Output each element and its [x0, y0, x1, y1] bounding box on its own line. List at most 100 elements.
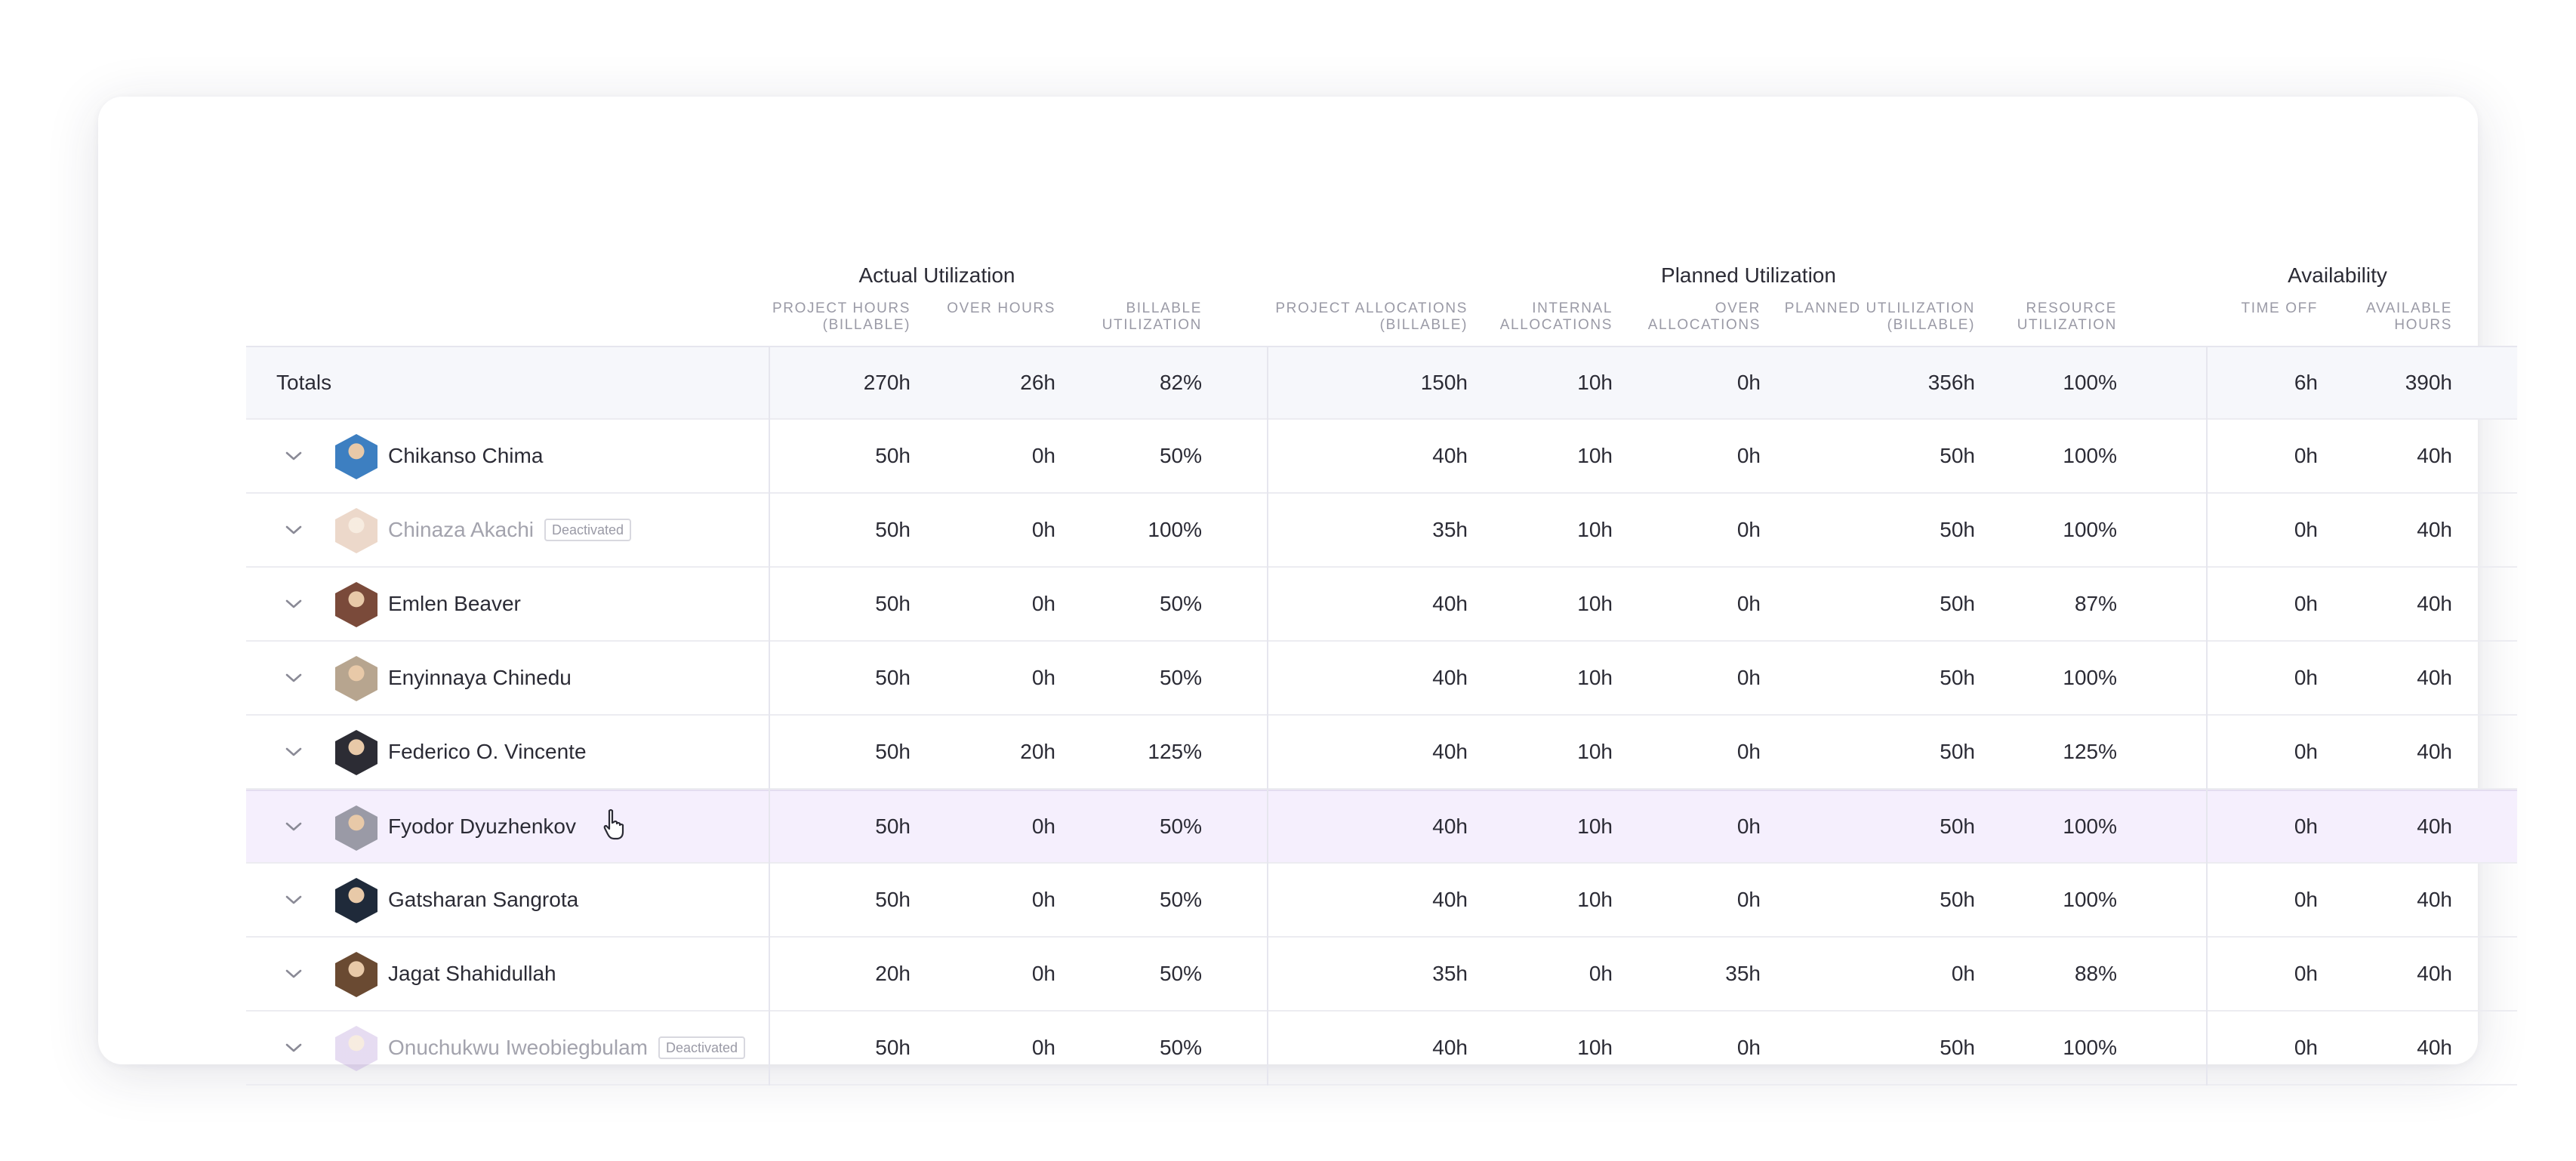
cell-project-allocations: 35h	[1432, 962, 1468, 985]
column-header-line: (BILLABLE)	[822, 317, 911, 333]
cell-resource-utilization: 87%	[2074, 592, 2117, 615]
column-header-line: UTILIZATION	[2017, 317, 2117, 333]
chevron-down-icon[interactable]	[282, 1036, 305, 1059]
chevron-down-icon[interactable]	[282, 741, 305, 763]
table-row[interactable]: Fyodor Dyuzhenkov 50h 0h 50% 40h 10h 0h 50h 100%…	[246, 790, 2517, 864]
expand-row-button[interactable]	[282, 420, 305, 492]
chevron-down-icon[interactable]	[282, 962, 305, 985]
column-header-project-allocations[interactable]: PROJECT ALLOCATIONS (BILLABLE)	[1234, 300, 1468, 334]
cell-project-hours: 50h	[875, 592, 911, 615]
expand-row-button[interactable]	[282, 791, 305, 862]
cell-over-allocations: 0h	[1736, 740, 1761, 763]
column-header-resource-utilization[interactable]: RESOURCE UTILIZATION	[1966, 300, 2117, 334]
expand-row-button[interactable]	[282, 864, 305, 936]
cell-planned-utilization: 50h	[1940, 444, 1975, 467]
expand-row-button[interactable]	[282, 938, 305, 1010]
column-header-project-hours[interactable]: PROJECT HOURS (BILLABLE)	[722, 300, 911, 334]
cell-planned-utilization: 50h	[1940, 740, 1975, 763]
totals-row: Totals 270h 26h 82% 150h 10h 0h 356h 100% 6h 390h	[246, 346, 2517, 420]
cell-over-hours: 0h	[1031, 1036, 1055, 1059]
person-name[interactable]: Emlen Beaver	[388, 568, 521, 640]
person-name[interactable]: Jagat Shahidullah	[388, 938, 556, 1010]
group-divider	[1267, 346, 1268, 1086]
utilization-card: Actual Utilization Planned Utilization A…	[98, 97, 2517, 1086]
person-name-text[interactable]: Chikanso Chima	[388, 444, 544, 467]
chevron-down-icon[interactable]	[282, 667, 305, 689]
cell-planned-utilization: 50h	[1940, 666, 1975, 689]
person-name-text[interactable]: Onuchukwu Iweobiegbulam	[388, 1036, 648, 1059]
chevron-down-icon[interactable]	[282, 519, 305, 541]
column-header-line: BILLABLE	[1126, 300, 1202, 316]
cell-project-allocations: 40h	[1432, 592, 1468, 615]
column-header-time-off[interactable]: TIME OFF	[2197, 300, 2318, 317]
person-name[interactable]: Federico O. Vincente	[388, 716, 587, 788]
cell-planned-utilization: 0h	[1951, 962, 1975, 985]
cell-project-allocations: 40h	[1432, 815, 1468, 838]
avatar	[335, 1026, 377, 1071]
column-header-line: PROJECT HOURS	[772, 300, 911, 316]
expand-row-button[interactable]	[282, 1012, 305, 1084]
cell-planned-utilization: 50h	[1940, 1036, 1975, 1059]
expand-row-button[interactable]	[282, 568, 305, 640]
totals-cell-internal-allocations: 10h	[1577, 371, 1613, 394]
table-row[interactable]: Emlen Beaver 50h 0h 50% 40h 10h 0h 50h 87% 0h 40h	[246, 568, 2517, 642]
person-name-text[interactable]: Chinaza Akachi	[388, 518, 535, 541]
cell-over-allocations: 0h	[1736, 592, 1761, 615]
cell-time-off: 0h	[2294, 666, 2318, 689]
person-name-text[interactable]: Gatsharan Sangrota	[388, 888, 579, 911]
cell-resource-utilization: 100%	[2063, 888, 2117, 911]
totals-cell-over-allocations: 0h	[1736, 371, 1761, 394]
cell-over-allocations: 0h	[1736, 1036, 1761, 1059]
cell-billable-utilization: 125%	[1148, 740, 1202, 763]
person-name-text[interactable]: Enyinnaya Chinedu	[388, 666, 572, 689]
avatar	[335, 878, 377, 923]
person-name-text[interactable]: Emlen Beaver	[388, 592, 521, 615]
totals-cell-project-allocations: 150h	[1420, 371, 1468, 394]
person-name[interactable]: Enyinnaya Chinedu	[388, 642, 572, 714]
person-name[interactable]: Fyodor Dyuzhenkov	[388, 791, 576, 862]
cell-billable-utilization: 50%	[1159, 1036, 1202, 1059]
totals-cell-project-hours: 270h	[863, 371, 911, 394]
person-name-text[interactable]: Jagat Shahidullah	[388, 962, 556, 985]
cell-internal-allocations: 10h	[1577, 1036, 1613, 1059]
table-row[interactable]: Onuchukwu Iweobiegbulam Deactivated 50h 0h 5…	[246, 1012, 2517, 1086]
totals-cell-planned-utilization: 356h	[1927, 371, 1975, 394]
person-name-text[interactable]: Federico O. Vincente	[388, 740, 587, 763]
expand-row-button[interactable]	[282, 716, 305, 788]
table-row[interactable]: Chinaza Akachi Deactivated 50h 0h 100% 35h 10h…	[246, 494, 2517, 568]
column-header-line: (BILLABLE)	[1887, 317, 1975, 333]
column-header-line: (BILLABLE)	[1379, 317, 1468, 333]
column-header-planned-utilization[interactable]: PLANNED UTLILIZATION (BILLABLE)	[1756, 300, 1975, 334]
column-header-line: AVAILABLE	[2365, 300, 2452, 316]
cell-available-hours: 40h	[2417, 666, 2452, 689]
column-header-billable-utilization[interactable]: BILLABLE UTILIZATION	[1051, 300, 1202, 334]
person-name-text[interactable]: Fyodor Dyuzhenkov	[388, 815, 577, 838]
group-divider	[2206, 346, 2208, 1086]
table-row[interactable]: Chikanso Chima 50h 0h 50% 40h 10h 0h 50h 100% 0h 4…	[246, 420, 2517, 494]
chevron-down-icon[interactable]	[282, 815, 305, 838]
cell-internal-allocations: 10h	[1577, 518, 1613, 541]
person-name[interactable]: Chikanso Chima	[388, 420, 543, 492]
deactivated-badge: Deactivated	[658, 1036, 746, 1059]
table-row[interactable]: Gatsharan Sangrota 50h 0h 50% 40h 10h 0h 50h 100…	[246, 864, 2517, 938]
cell-available-hours: 40h	[2417, 888, 2452, 911]
person-name[interactable]: Onuchukwu Iweobiegbulam Deactivated	[388, 1012, 746, 1084]
table-row[interactable]: Jagat Shahidullah 20h 0h 50% 35h 0h 35h 0h 88% 0h…	[246, 938, 2517, 1012]
expand-row-button[interactable]	[282, 494, 305, 566]
table-row[interactable]: Federico O. Vincente 50h 20h 125% 40h 10h 0h 50…	[246, 716, 2517, 790]
table-row[interactable]: Enyinnaya Chinedu 50h 0h 50% 40h 10h 0h 50h 100%…	[246, 642, 2517, 716]
cell-resource-utilization: 100%	[2063, 815, 2117, 838]
column-header-internal-allocations[interactable]: INTERNAL ALLOCATIONS	[1469, 300, 1613, 334]
person-name[interactable]: Gatsharan Sangrota	[388, 864, 578, 936]
chevron-down-icon[interactable]	[282, 593, 305, 615]
column-header-available-hours[interactable]: AVAILABLE HOURS	[2324, 300, 2452, 334]
chevron-down-icon[interactable]	[282, 888, 305, 911]
column-header-over-hours[interactable]: OVER HOURS	[927, 300, 1055, 317]
expand-row-button[interactable]	[282, 642, 305, 714]
chevron-down-icon[interactable]	[282, 445, 305, 467]
person-name[interactable]: Chinaza Akachi Deactivated	[388, 494, 632, 566]
cell-over-allocations: 0h	[1736, 888, 1761, 911]
cell-resource-utilization: 88%	[2074, 962, 2117, 985]
group-divider	[769, 346, 770, 1086]
column-header-over-allocations[interactable]: OVER ALLOCATIONS	[1617, 300, 1761, 334]
